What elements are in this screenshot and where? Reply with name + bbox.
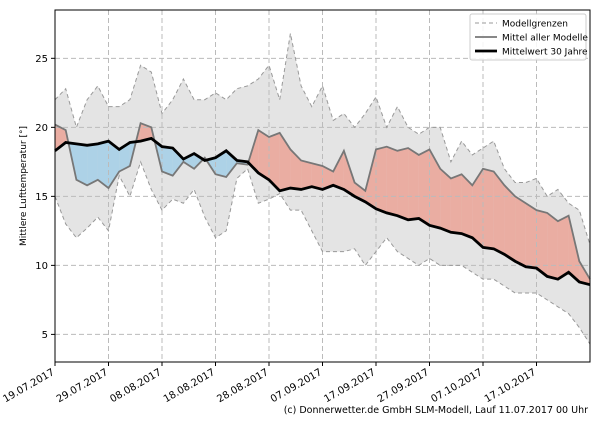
x-tick-label: 07.09.2017	[269, 367, 324, 405]
legend-label: Mittel aller Modelle	[502, 34, 588, 44]
above-fill	[301, 160, 312, 190]
above-fill	[365, 149, 376, 209]
below-fill	[183, 153, 195, 169]
above-fill	[397, 148, 409, 220]
above-fill	[515, 196, 526, 267]
above-fill	[472, 168, 483, 248]
above-fill	[525, 203, 537, 269]
legend-box	[469, 13, 587, 61]
above-fill	[536, 210, 548, 277]
x-tick-label: 17.10.2017	[483, 367, 538, 405]
above-fill	[418, 149, 430, 226]
above-fill	[429, 149, 441, 229]
above-fill	[290, 149, 302, 190]
y-tick-label: 20	[35, 123, 48, 134]
model-range-lower	[54, 160, 591, 345]
above-fill	[461, 174, 473, 238]
above-fill	[504, 185, 516, 262]
y-axis-label: Mittlere Lufttemperatur [°]	[19, 126, 29, 246]
below-fill	[97, 141, 109, 189]
climate-line	[54, 136, 591, 287]
y-tick-label: 15	[35, 192, 48, 203]
above-fill	[440, 168, 451, 233]
x-tick-label: 07.10.2017	[429, 367, 484, 405]
x-tick-label: 18.08.2017	[162, 367, 217, 405]
below-fill	[172, 148, 184, 176]
above-fill	[311, 163, 323, 190]
above-fill	[493, 171, 505, 255]
x-tick-label: 28.08.2017	[215, 367, 270, 405]
x-tick-label: 17.09.2017	[322, 367, 377, 405]
legend-label: Modellgrenzen	[502, 20, 568, 30]
legend-label: Mittelwert 30 Jahre	[502, 48, 588, 58]
above-fill	[279, 132, 291, 191]
above-fill	[343, 150, 355, 197]
y-tick-label: 10	[35, 261, 48, 272]
below-fill	[87, 143, 98, 186]
above-fill	[376, 146, 387, 213]
above-fill	[269, 132, 280, 191]
y-tick-label: 25	[35, 54, 48, 65]
above-fill	[333, 150, 344, 190]
model-range-upper	[54, 33, 591, 245]
model-mean-line	[54, 121, 591, 280]
below-fill	[76, 143, 88, 186]
plot-frame	[54, 9, 591, 363]
x-tick-label: 27.09.2017	[376, 367, 431, 405]
y-tick-label: 5	[42, 330, 48, 341]
x-tick-label: 19.07.2017	[1, 367, 56, 405]
above-fill	[386, 146, 398, 216]
below-fill	[194, 153, 204, 169]
footer: (c) Donnerwetter.de GmbH SLM-Modell, Lau…	[284, 405, 588, 416]
below-fill	[226, 150, 237, 178]
x-tick-label: 29.07.2017	[55, 367, 110, 405]
above-fill	[483, 168, 494, 249]
below-fill	[162, 146, 173, 176]
x-tick-label: 08.08.2017	[108, 367, 163, 405]
above-fill	[547, 212, 558, 280]
above-fill	[450, 174, 462, 234]
above-fill	[322, 165, 334, 190]
below-fill	[108, 141, 120, 189]
above-fill	[258, 130, 269, 180]
above-fill	[557, 215, 569, 280]
below-fill	[119, 142, 130, 172]
above-fill	[408, 148, 419, 220]
